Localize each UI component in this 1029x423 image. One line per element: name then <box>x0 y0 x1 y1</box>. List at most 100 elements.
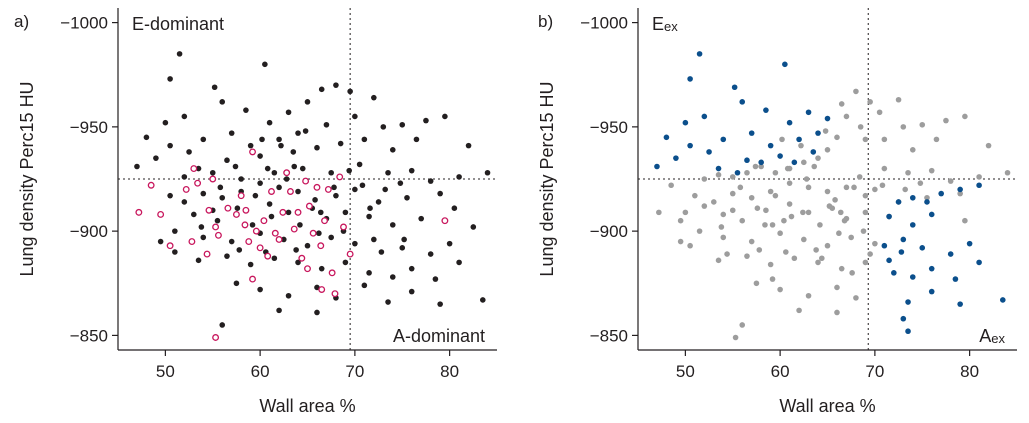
data-point <box>451 205 458 211</box>
data-point <box>947 178 954 184</box>
data-point <box>259 136 265 143</box>
data-point <box>872 186 878 193</box>
data-point <box>237 192 245 200</box>
data-point <box>824 115 831 122</box>
data-point <box>241 221 249 229</box>
data-point <box>328 234 334 241</box>
data-point <box>257 153 263 159</box>
data-point <box>378 249 385 255</box>
data-point <box>876 109 883 116</box>
data-point <box>279 208 287 216</box>
data-point <box>805 209 812 216</box>
data-point <box>754 205 761 211</box>
data-point <box>731 84 738 91</box>
data-point <box>375 199 382 205</box>
data-point <box>176 51 183 57</box>
data-point <box>824 188 831 195</box>
data-point <box>985 142 992 149</box>
data-point <box>781 217 787 224</box>
data-point <box>361 282 368 289</box>
data-point <box>810 149 817 155</box>
x-tick-label: 70 <box>345 362 364 381</box>
data-point <box>815 259 821 266</box>
data-point <box>881 165 888 172</box>
data-point <box>465 142 472 149</box>
data-point <box>299 165 306 172</box>
data-point <box>777 230 783 237</box>
data-point <box>701 176 708 182</box>
data-point <box>919 245 926 251</box>
data-point <box>293 247 299 253</box>
data-point <box>209 175 217 183</box>
data-point <box>290 225 298 233</box>
data-point <box>976 174 982 180</box>
data-point <box>247 142 254 149</box>
data-point <box>371 94 377 101</box>
data-point <box>777 153 783 159</box>
data-point <box>769 276 776 282</box>
data-point <box>342 209 349 216</box>
data-point <box>203 250 211 258</box>
series-1 <box>656 88 1011 341</box>
series-1 <box>134 51 491 328</box>
data-point <box>331 290 339 298</box>
data-point <box>999 297 1006 303</box>
data-point <box>909 147 916 153</box>
y-tick-label: −900 <box>590 222 628 241</box>
data-point <box>195 165 202 172</box>
data-point <box>720 136 727 143</box>
data-point <box>715 165 722 172</box>
data-point <box>408 167 415 174</box>
data-point <box>143 134 150 141</box>
annotation-subscript: ex <box>991 331 1005 346</box>
data-point <box>779 136 785 143</box>
data-point <box>813 247 819 253</box>
data-point <box>346 167 352 174</box>
data-point <box>886 213 892 220</box>
data-point <box>276 184 282 191</box>
data-point <box>843 184 850 191</box>
y-tick-label: −950 <box>590 118 628 137</box>
data-point <box>744 169 750 176</box>
data-point <box>758 159 764 166</box>
data-point <box>328 269 336 277</box>
data-point <box>346 250 354 258</box>
data-point <box>191 211 197 218</box>
data-point <box>249 275 256 283</box>
data-point <box>268 213 275 220</box>
data-point <box>252 192 259 199</box>
series-2 <box>135 148 449 341</box>
data-point <box>772 169 779 176</box>
data-point <box>857 124 864 130</box>
data-point <box>328 169 334 176</box>
data-point <box>928 167 935 174</box>
data-point <box>805 109 812 116</box>
data-point <box>849 270 855 276</box>
data-point <box>367 205 373 211</box>
data-point <box>739 99 746 105</box>
data-point <box>933 136 940 143</box>
data-point <box>382 186 388 193</box>
data-point <box>340 223 347 231</box>
data-point <box>271 169 278 176</box>
data-point <box>166 242 174 250</box>
data-point <box>397 180 404 186</box>
data-point <box>181 113 188 120</box>
data-point <box>836 230 842 237</box>
data-point <box>668 182 674 189</box>
data-point <box>317 209 324 216</box>
data-point <box>295 188 301 195</box>
data-point <box>342 259 349 266</box>
data-point <box>832 197 838 203</box>
data-point <box>219 322 226 328</box>
annotation-e-ex: Eex <box>652 14 678 34</box>
data-point <box>361 136 368 143</box>
data-point <box>317 242 325 250</box>
data-point <box>399 121 406 128</box>
series-2 <box>654 51 1006 335</box>
data-point <box>188 238 196 246</box>
data-point <box>663 134 670 141</box>
y-tick-label: −850 <box>70 326 108 345</box>
data-point <box>456 259 462 266</box>
x-tick-label: 60 <box>771 362 790 381</box>
